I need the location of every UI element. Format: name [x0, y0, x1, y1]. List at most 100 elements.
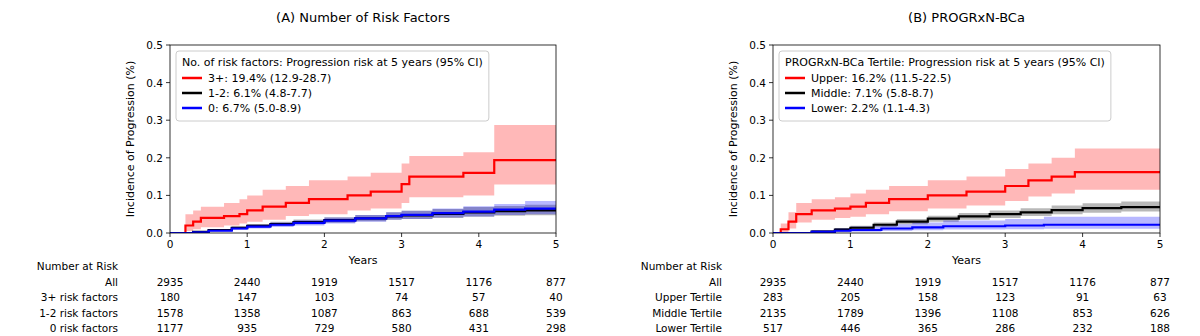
risk-count: 1517	[388, 276, 415, 288]
x-tick-label: 4	[1079, 238, 1086, 250]
x-tick	[170, 233, 171, 237]
risk-count: 539	[546, 307, 566, 319]
x-tick	[927, 233, 928, 237]
risk-count: 1789	[837, 307, 864, 319]
risk-count: 158	[918, 291, 938, 303]
chart: (A) Number of Risk Factors0123450.00.10.…	[37, 10, 566, 334]
legend-label: 1-2: 6.1% (4.8-7.7)	[208, 87, 312, 100]
risk-count: 91	[1076, 291, 1089, 303]
y-tick	[166, 233, 170, 234]
risk-row-label: All	[105, 276, 118, 288]
risk-row-label: Middle Tertile	[652, 307, 722, 319]
y-tick	[166, 195, 170, 196]
series-line	[773, 172, 1160, 233]
legend-label: Upper: 16.2% (11.5-22.5)	[811, 72, 951, 85]
x-tick-label: 2	[321, 238, 328, 250]
chart: (B) PROGRxN-BCa0123450.00.10.20.30.40.5Y…	[641, 10, 1171, 334]
series-line	[170, 160, 556, 233]
legend-label: Lower: 2.2% (1.1-4.3)	[811, 102, 930, 115]
risk-count: 877	[546, 276, 566, 288]
y-tick	[769, 82, 773, 83]
chart-title: (B) PROGRxN-BCa	[908, 10, 1025, 25]
risk-count: 298	[546, 322, 566, 334]
risk-count: 57	[472, 291, 485, 303]
y-tick-label: 0.2	[749, 152, 766, 164]
risk-count: 1396	[914, 307, 941, 319]
risk-count: 446	[840, 322, 860, 334]
y-tick-label: 0.4	[146, 77, 163, 89]
risk-count: 1087	[311, 307, 338, 319]
risk-count: 1108	[992, 307, 1019, 319]
axes-frame	[773, 45, 1160, 233]
risk-row-label: Upper Tertile	[655, 291, 722, 303]
risk-row-label: 3+ risk factors	[41, 291, 118, 303]
risk-count: 147	[237, 291, 257, 303]
legend-swatch	[182, 92, 202, 95]
risk-count: 877	[1150, 276, 1170, 288]
y-tick	[769, 195, 773, 196]
risk-count: 626	[1150, 307, 1170, 319]
y-tick-label: 0.1	[749, 189, 766, 201]
risk-count: 1578	[157, 307, 184, 319]
series-line	[170, 208, 556, 233]
x-tick-label: 2	[924, 238, 931, 250]
x-tick	[324, 233, 325, 237]
risk-count: 180	[160, 291, 180, 303]
x-tick	[401, 233, 402, 237]
y-tick-label: 0.1	[146, 189, 163, 201]
series-line	[773, 206, 1160, 233]
x-tick-label: 0	[167, 238, 174, 250]
legend-title: No. of risk factors: Progression risk at…	[182, 56, 483, 69]
legend: No. of risk factors: Progression risk at…	[176, 51, 489, 121]
confidence-band	[773, 200, 1160, 233]
risk-count: 2935	[157, 276, 184, 288]
figure: (A) Number of Risk Factors0123450.00.10.…	[0, 0, 1200, 336]
x-tick	[247, 233, 248, 237]
risk-count: 431	[469, 322, 489, 334]
y-tick	[769, 157, 773, 158]
risk-table: Number at RiskAll29352440191915171176877…	[641, 260, 1171, 334]
confidence-band	[773, 148, 1160, 233]
risk-count: 853	[1073, 307, 1093, 319]
x-tick-label: 5	[1157, 238, 1164, 250]
risk-row-label: 1-2 risk factors	[39, 307, 118, 319]
risk-count: 935	[237, 322, 257, 334]
risk-count: 517	[763, 322, 783, 334]
x-tick	[478, 233, 479, 237]
risk-count: 1919	[914, 276, 941, 288]
y-axis-label: Incidence of Progression (%)	[727, 61, 740, 218]
risk-count: 1176	[465, 276, 492, 288]
risk-row-label: Lower Tertile	[655, 322, 722, 334]
risk-count: 688	[469, 307, 489, 319]
legend-label: Middle: 7.1% (5.8-8.7)	[811, 87, 934, 100]
y-tick-label: 0.4	[749, 77, 766, 89]
y-tick	[166, 120, 170, 121]
axes-frame	[170, 45, 556, 233]
risk-table: Number at RiskAll29352440191915171176877…	[37, 260, 566, 334]
y-tick-label: 0.3	[749, 114, 766, 126]
risk-count: 2440	[837, 276, 864, 288]
y-axis-label: Incidence of Progression (%)	[124, 61, 137, 218]
risk-count: 283	[763, 291, 783, 303]
risk-table-title: Number at Risk	[641, 260, 723, 272]
risk-count: 40	[549, 291, 562, 303]
legend-swatch	[785, 77, 805, 80]
plot-area	[773, 148, 1160, 233]
x-tick-label: 4	[475, 238, 482, 250]
risk-count: 2440	[234, 276, 261, 288]
y-tick-label: 0.5	[749, 39, 766, 51]
risk-count: 74	[395, 291, 409, 303]
legend-label: 3+: 19.4% (12.9-28.7)	[208, 72, 331, 85]
y-tick	[166, 45, 170, 46]
x-tick	[1005, 233, 1006, 237]
risk-row-label: 0 risk factors	[50, 322, 118, 334]
risk-count: 1177	[157, 322, 184, 334]
y-tick	[166, 82, 170, 83]
x-tick	[556, 233, 557, 237]
legend-swatch	[182, 77, 202, 80]
legend-title: PROGRxN-BCa Tertile: Progression risk at…	[785, 56, 1105, 69]
legend-label: 0: 6.7% (5.0-8.9)	[208, 102, 301, 115]
x-tick	[773, 233, 774, 237]
y-tick-label: 0.2	[146, 152, 163, 164]
risk-count: 1358	[234, 307, 261, 319]
